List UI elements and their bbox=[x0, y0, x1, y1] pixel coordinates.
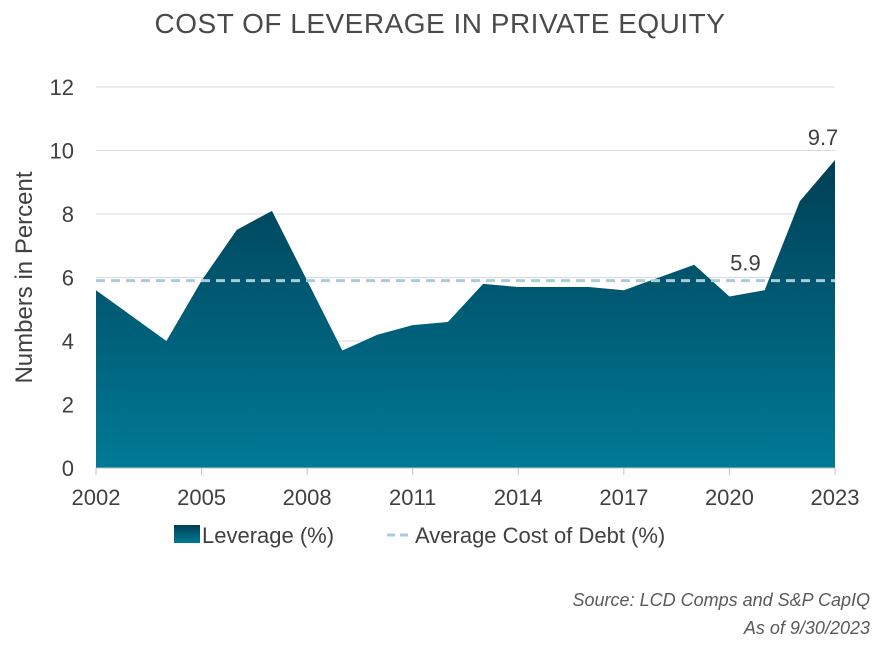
leverage-area bbox=[96, 160, 835, 468]
y-tick-label: 10 bbox=[50, 139, 74, 164]
annotation-latest-leverage: 9.7 bbox=[808, 125, 839, 150]
y-axis-title: Numbers in Percent bbox=[11, 171, 38, 383]
x-tick-label: 2008 bbox=[283, 485, 332, 510]
legend-label-leverage: Leverage (%) bbox=[202, 523, 334, 548]
y-tick-label: 8 bbox=[62, 202, 74, 227]
legend-label-average-cost: Average Cost of Debt (%) bbox=[415, 523, 665, 548]
x-tick-label: 2023 bbox=[811, 485, 860, 510]
x-tick-label: 2017 bbox=[599, 485, 648, 510]
y-tick-label: 2 bbox=[62, 393, 74, 418]
annotation-average-cost: 5.9 bbox=[730, 251, 761, 276]
y-tick-label: 4 bbox=[62, 329, 74, 354]
as-of-note: As of 9/30/2023 bbox=[743, 618, 870, 638]
x-tick-label: 2002 bbox=[72, 485, 121, 510]
y-tick-label: 6 bbox=[62, 266, 74, 291]
source-note: Source: LCD Comps and S&P CapIQ bbox=[572, 590, 870, 610]
x-tick-label: 2005 bbox=[177, 485, 226, 510]
x-tick-label: 2020 bbox=[705, 485, 754, 510]
x-tick-label: 2011 bbox=[389, 485, 436, 510]
y-tick-label: 12 bbox=[50, 75, 74, 100]
chart-title: COST OF LEVERAGE IN PRIVATE EQUITY bbox=[154, 8, 726, 39]
legend-swatch-leverage bbox=[174, 525, 200, 543]
x-tick-label: 2014 bbox=[494, 485, 543, 510]
y-tick-label: 0 bbox=[62, 456, 74, 481]
